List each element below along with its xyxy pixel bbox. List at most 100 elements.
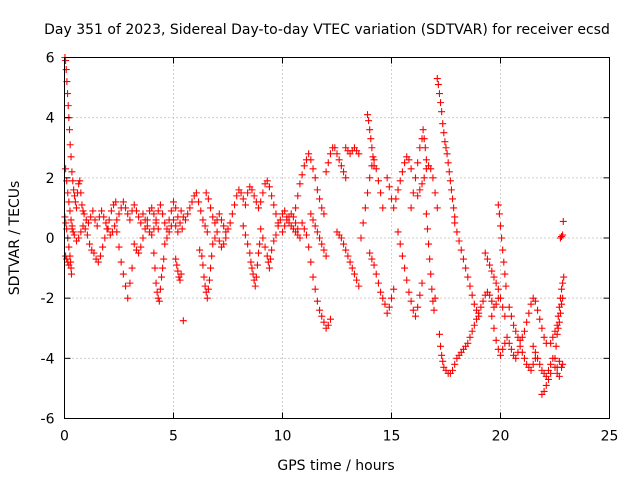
data-point: [170, 198, 177, 206]
data-point: [381, 300, 389, 308]
data-point: [62, 252, 70, 260]
data-point: [437, 342, 445, 350]
data-point: [311, 285, 319, 293]
data-point: [414, 159, 422, 167]
data-point: [119, 198, 127, 206]
data-point: [253, 261, 261, 269]
data-point: [80, 210, 88, 218]
data-point: [201, 222, 209, 230]
data-point: [268, 192, 276, 200]
y-tick-label: -4: [41, 351, 55, 367]
data-point: [374, 177, 382, 185]
data-point: [172, 204, 180, 212]
data-point: [207, 264, 215, 272]
data-point: [512, 327, 520, 335]
data-point: [369, 153, 377, 161]
data-point: [435, 330, 443, 338]
data-point: [559, 231, 567, 239]
data-point: [337, 234, 345, 242]
data-point: [167, 207, 175, 215]
data-point: [490, 273, 498, 281]
data-point: [224, 225, 232, 233]
data-point: [124, 294, 132, 302]
data-point: [430, 306, 438, 314]
data-point: [213, 228, 221, 236]
data-point: [398, 168, 406, 176]
data-point: [333, 150, 341, 158]
data-point: [534, 306, 542, 314]
data-point: [438, 351, 446, 359]
data-point: [217, 216, 225, 224]
data-point: [172, 222, 180, 230]
data-point: [507, 345, 515, 353]
data-point: [501, 270, 509, 278]
data-point: [255, 249, 263, 257]
data-point: [231, 201, 239, 209]
data-point: [257, 225, 265, 233]
data-point: [394, 186, 402, 194]
data-point: [559, 279, 567, 287]
data-point: [320, 246, 328, 254]
data-point: [431, 294, 439, 302]
data-point: [79, 207, 87, 215]
data-point: [143, 222, 151, 230]
data-point: [416, 186, 424, 194]
data-point: [209, 213, 217, 221]
data-point: [365, 117, 373, 125]
data-point: [427, 165, 435, 173]
data-point: [244, 189, 252, 197]
data-point: [281, 207, 289, 215]
data-point: [70, 231, 78, 239]
data-point: [433, 75, 441, 83]
data-point: [497, 294, 504, 302]
data-point: [150, 210, 158, 218]
data-point: [228, 210, 236, 218]
data-point: [505, 339, 513, 347]
data-point: [296, 180, 304, 188]
data-point: [540, 333, 548, 341]
data-point: [135, 249, 143, 257]
data-point: [361, 204, 369, 212]
data-point: [152, 216, 160, 224]
data-point: [407, 165, 415, 173]
data-point: [239, 195, 247, 203]
data-point: [298, 171, 306, 179]
data-point: [177, 207, 185, 215]
data-point: [93, 222, 101, 230]
data-point: [385, 183, 393, 191]
data-point: [174, 267, 182, 275]
data-point: [377, 189, 385, 197]
data-point: [558, 285, 566, 293]
data-point: [499, 246, 507, 254]
data-point: [427, 270, 435, 278]
data-point: [259, 189, 267, 197]
axis-ticks: 0 5 10 15 20 25 -6 -4 -2 0 2 4 6: [41, 51, 619, 445]
data-point: [390, 285, 398, 293]
data-point: [499, 345, 507, 353]
data-point: [499, 303, 507, 311]
data-point: [313, 186, 321, 194]
data-point: [527, 300, 535, 308]
data-point: [520, 327, 528, 335]
data-point: [342, 174, 350, 182]
data-point: [256, 240, 264, 248]
data-point: [342, 246, 350, 254]
data-point: [324, 321, 332, 329]
data-point: [464, 339, 472, 347]
data-point: [251, 282, 259, 290]
data-point: [379, 294, 387, 302]
data-point: [300, 162, 308, 170]
data-point: [414, 303, 422, 311]
data-point: [414, 192, 422, 200]
data-point: [270, 201, 278, 209]
data-point: [555, 372, 563, 380]
data-point: [492, 279, 500, 287]
data-point: [549, 333, 557, 341]
data-point: [559, 217, 567, 225]
data-point: [344, 252, 352, 260]
data-point: [89, 207, 97, 215]
data-point: [100, 213, 108, 221]
data-point: [449, 366, 457, 374]
data-point: [421, 144, 429, 152]
data-point: [263, 252, 271, 260]
